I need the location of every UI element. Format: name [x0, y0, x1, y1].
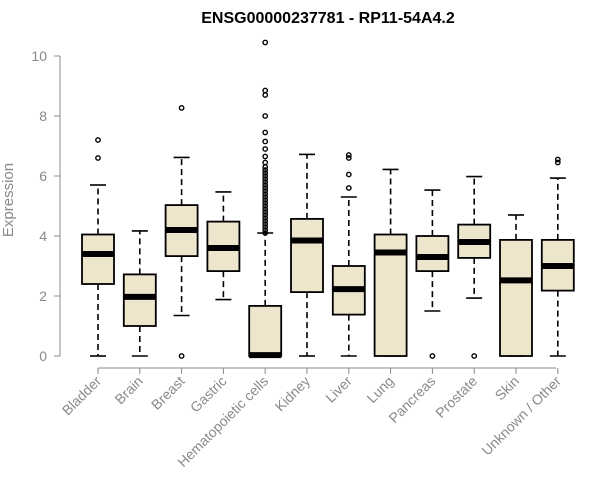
outlier-point — [262, 159, 269, 166]
outlier-point — [345, 171, 352, 178]
box-iqr — [122, 273, 157, 327]
box-group — [164, 105, 199, 359]
box-group — [499, 214, 533, 357]
outlier-point — [345, 155, 352, 161]
x-tick-label: Breast — [148, 373, 188, 413]
outlier-point — [262, 113, 269, 119]
x-tick-label: Skin — [492, 373, 523, 404]
outlier-point — [262, 129, 269, 136]
outlier-point — [262, 227, 269, 233]
outlier-point — [262, 182, 269, 188]
box-iqr — [415, 235, 450, 272]
box-group — [206, 191, 241, 301]
outlier-point — [262, 194, 269, 200]
box-group — [248, 39, 283, 359]
y-tick-label: 0 — [39, 348, 47, 364]
outlier-point — [554, 159, 561, 166]
y-tick-label: 8 — [39, 108, 47, 124]
outlier-point — [262, 87, 269, 94]
outlier-point — [178, 353, 185, 359]
outlier-point — [262, 191, 269, 197]
x-tick-label: Brain — [111, 373, 145, 407]
outlier-point — [262, 138, 269, 145]
box-iqr — [499, 238, 533, 357]
outlier-point — [262, 179, 269, 185]
outlier-point — [262, 203, 269, 209]
outlier-point — [262, 176, 269, 182]
outlier-point — [262, 200, 269, 206]
chart-title: ENSG00000237781 - RP11-54A4.2 — [201, 10, 455, 27]
outlier-point — [554, 156, 561, 163]
y-tick-label: 4 — [39, 228, 47, 244]
outlier-point — [262, 153, 269, 160]
outlier-point — [262, 188, 269, 194]
outlier-point — [262, 206, 269, 212]
outlier-point — [262, 39, 269, 46]
x-tick-label: Bladder — [59, 373, 105, 419]
outlier-point — [262, 221, 269, 227]
outlier-point — [262, 164, 269, 170]
y-axis-ticks: 0 2 4 6 8 10 — [31, 48, 60, 364]
outlier-point — [262, 224, 269, 230]
box-plot-series — [81, 39, 575, 359]
x-tick-label: Lung — [363, 373, 396, 406]
box-group — [331, 152, 366, 357]
outlier-point — [262, 209, 269, 215]
outlier-point — [262, 230, 269, 236]
outlier-point — [262, 170, 269, 176]
x-tick-label: Liver — [322, 373, 355, 406]
outlier-point — [262, 146, 269, 152]
box-iqr — [290, 217, 324, 293]
box-iqr — [81, 233, 115, 285]
outlier-point — [262, 167, 269, 173]
outlier-point — [178, 105, 185, 111]
outlier-point — [429, 353, 436, 359]
box-iqr — [248, 304, 283, 357]
outlier-point — [471, 353, 478, 359]
x-tick-label: Prostate — [432, 373, 480, 421]
outlier-point — [95, 155, 101, 161]
outlier-point — [345, 152, 352, 158]
outlier-point — [95, 137, 101, 143]
y-axis-label: Expression — [0, 163, 17, 237]
box-group — [457, 175, 492, 359]
x-tick-label: Unknown / Other — [478, 373, 564, 459]
outlier-point — [262, 185, 269, 191]
box-group — [415, 189, 450, 359]
box-group — [540, 156, 575, 357]
y-tick-label: 6 — [39, 168, 47, 184]
outlier-point — [262, 215, 269, 221]
x-tick-label: Kidney — [272, 373, 314, 415]
y-tick-label: 10 — [31, 48, 47, 64]
outlier-point — [345, 185, 352, 191]
box-group — [373, 168, 408, 357]
box-group — [122, 230, 157, 357]
outlier-point — [262, 173, 269, 179]
outlier-point — [262, 197, 269, 203]
y-tick-label: 2 — [39, 288, 47, 304]
outlier-point — [262, 212, 269, 218]
outlier-point — [262, 92, 269, 98]
outlier-point — [262, 218, 269, 224]
box-group — [81, 137, 115, 357]
box-group — [290, 153, 324, 357]
